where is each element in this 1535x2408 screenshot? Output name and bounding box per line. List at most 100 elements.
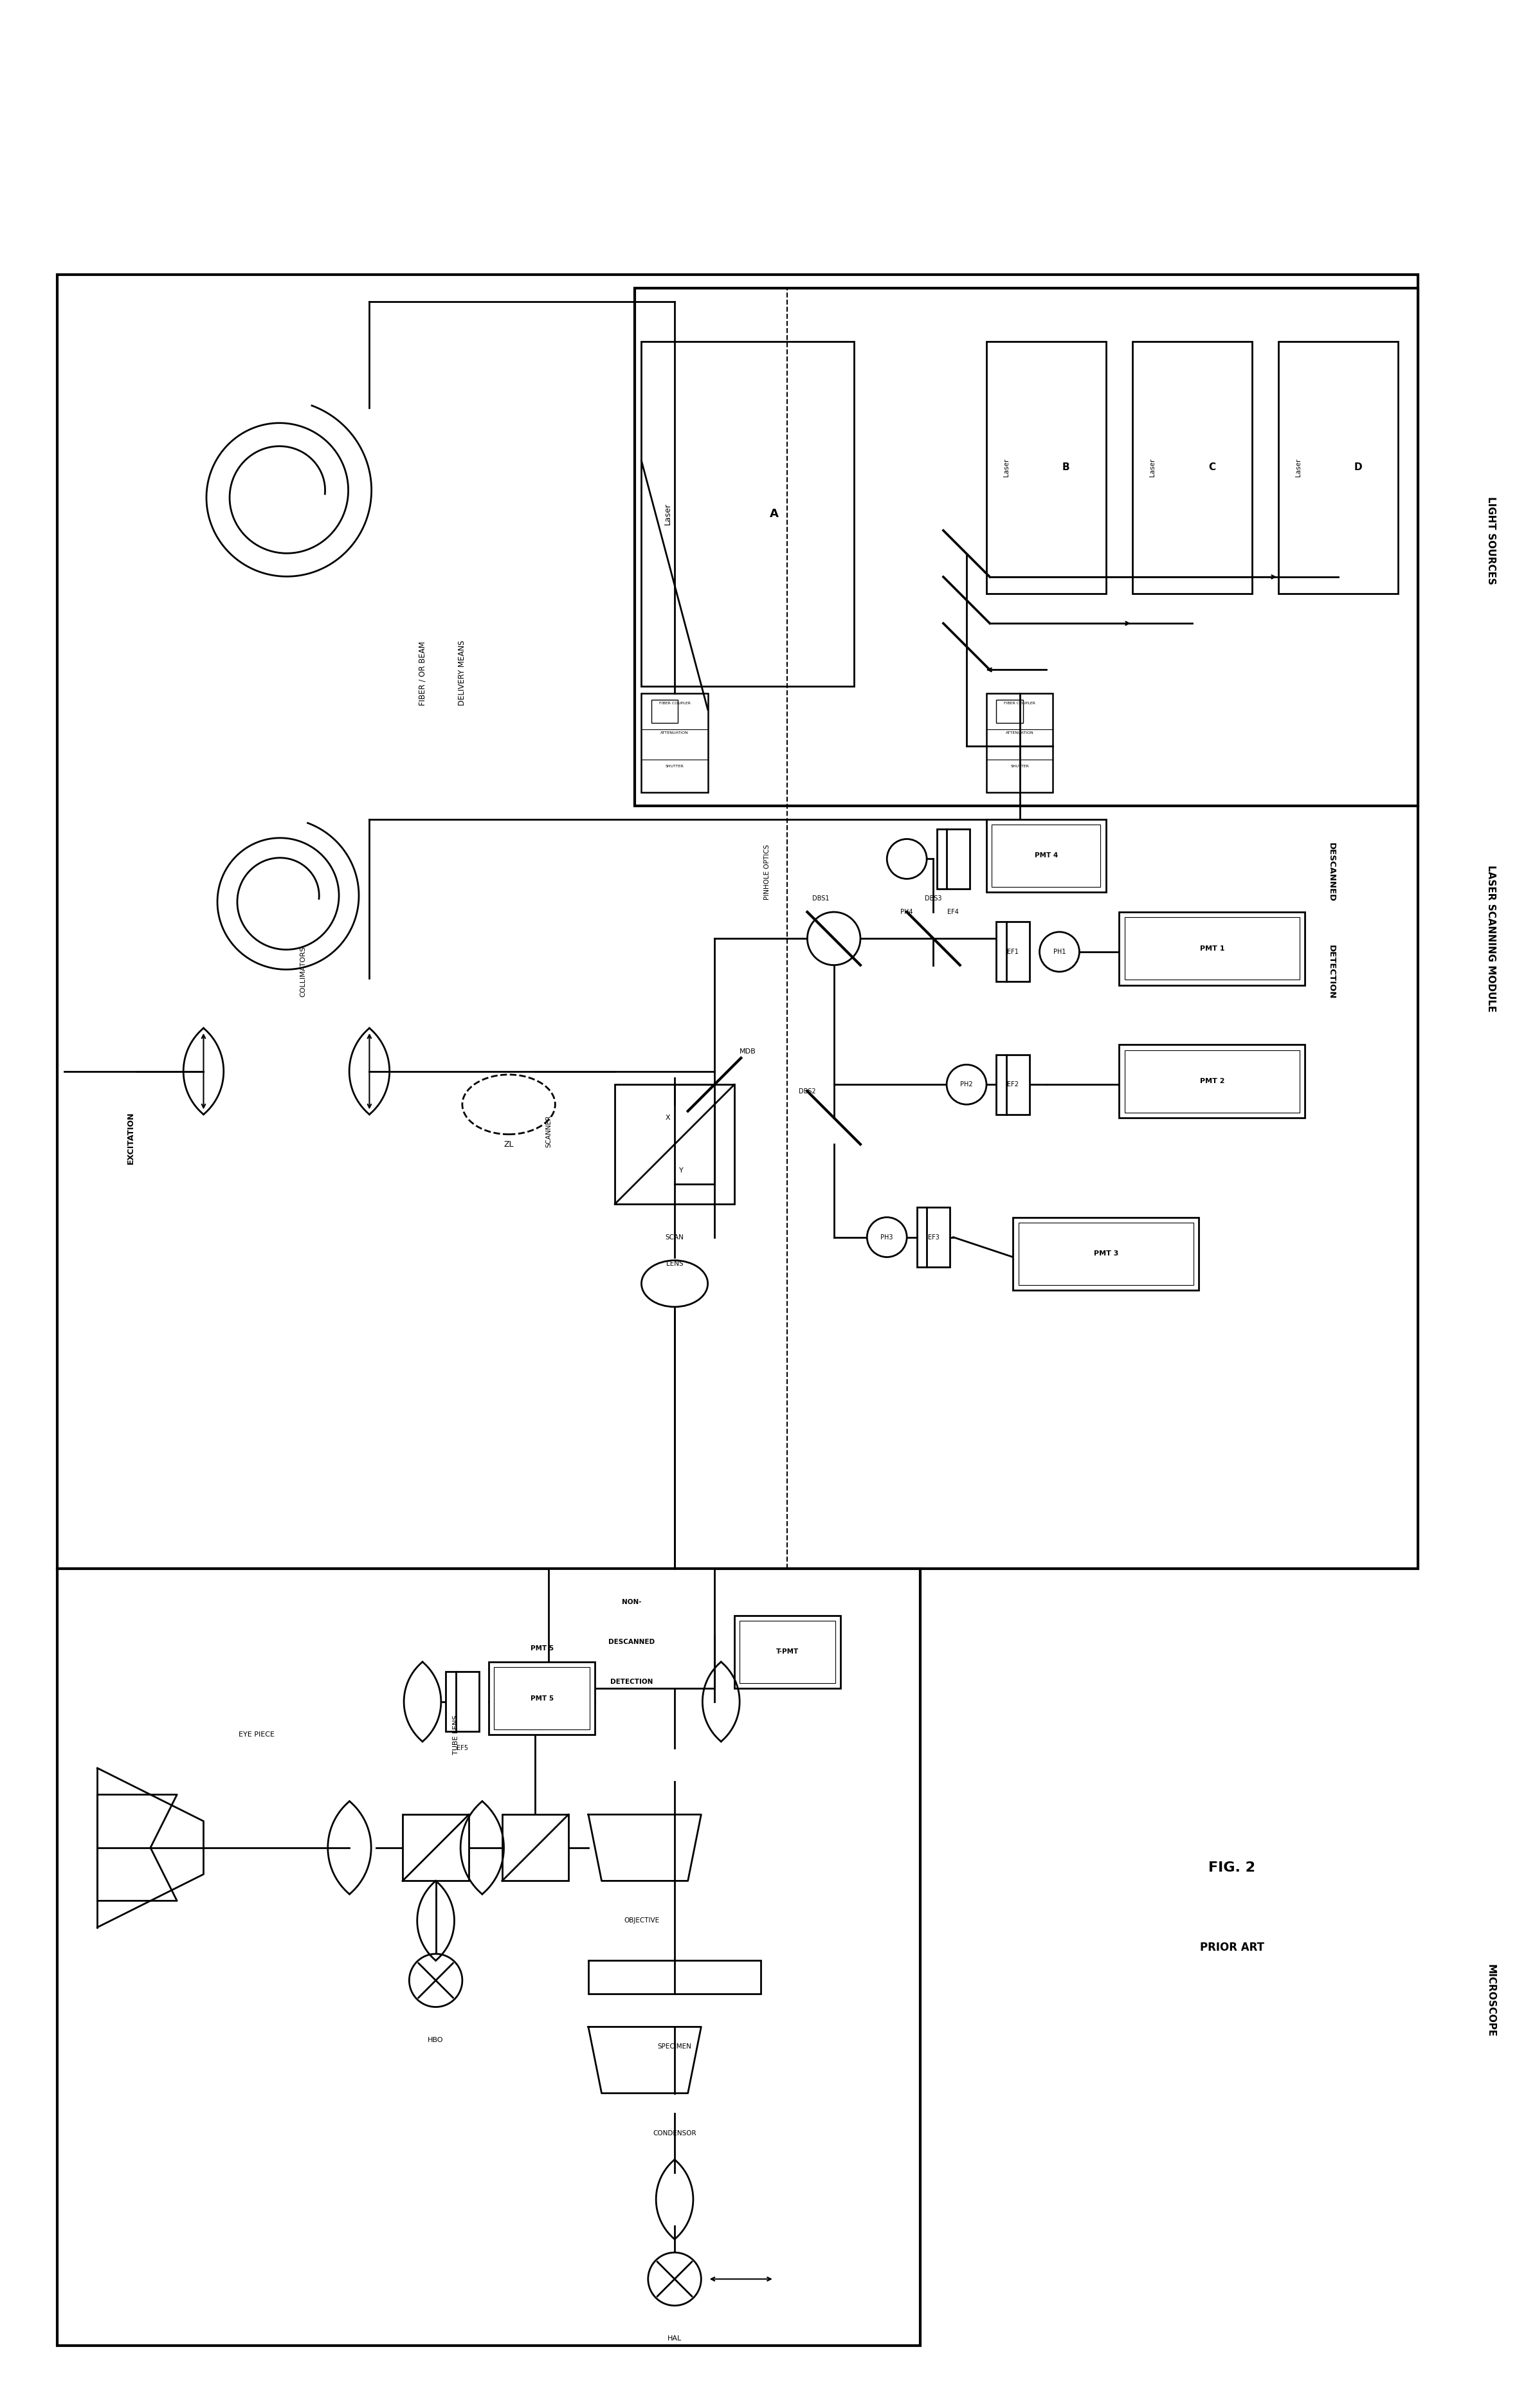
Circle shape — [1039, 932, 1079, 973]
Text: PH1: PH1 — [1053, 949, 1065, 956]
Bar — [987, 342, 1105, 592]
Text: FIBER COUPLER: FIBER COUPLER — [1004, 701, 1036, 706]
Text: PMT 2: PMT 2 — [1200, 1079, 1225, 1084]
Text: X: X — [666, 1115, 671, 1122]
Circle shape — [410, 1953, 462, 2006]
Text: COLLIMATORS: COLLIMATORS — [299, 946, 307, 997]
Text: Laser: Laser — [1150, 458, 1156, 477]
Text: LIGHT SOURCES: LIGHT SOURCES — [1486, 496, 1495, 585]
Text: EF3: EF3 — [927, 1233, 939, 1240]
Bar — [651, 701, 678, 722]
Bar — [987, 819, 1105, 891]
Text: CONDENSOR: CONDENSOR — [652, 2129, 697, 2136]
Text: PMT 1: PMT 1 — [1200, 946, 1225, 951]
Text: HBO: HBO — [428, 2037, 444, 2044]
Bar — [588, 1960, 761, 1994]
Bar — [1119, 913, 1305, 985]
Text: EF1: EF1 — [1007, 949, 1019, 956]
Bar — [996, 701, 1022, 722]
Bar — [740, 1621, 835, 1683]
Bar — [1279, 342, 1398, 592]
Text: ATTENUATION: ATTENUATION — [1005, 732, 1033, 734]
Text: DESCANNED: DESCANNED — [608, 1640, 654, 1645]
Text: ZL: ZL — [503, 1139, 514, 1149]
Text: PMT 5: PMT 5 — [530, 1695, 554, 1702]
Text: DESCANNED: DESCANNED — [1328, 843, 1335, 903]
Text: HAL: HAL — [668, 2336, 682, 2343]
Bar — [502, 1816, 568, 1881]
Text: Y: Y — [678, 1168, 683, 1173]
Bar — [1125, 917, 1300, 980]
Bar — [642, 342, 853, 686]
Circle shape — [887, 838, 927, 879]
Bar — [57, 275, 1418, 1570]
Text: DELIVERY MEANS: DELIVERY MEANS — [457, 641, 467, 706]
Text: EXCITATION: EXCITATION — [126, 1112, 135, 1163]
Text: C: C — [1208, 462, 1216, 472]
Bar — [996, 922, 1030, 982]
Text: SCAN: SCAN — [665, 1233, 685, 1240]
Text: FIBER / OR BEAM: FIBER / OR BEAM — [419, 641, 427, 706]
Bar — [992, 824, 1101, 886]
Bar — [548, 1570, 714, 1688]
Text: SHUTTER: SHUTTER — [665, 763, 685, 768]
Bar — [1119, 1045, 1305, 1117]
Bar — [996, 1055, 1030, 1115]
Text: SHUTTER: SHUTTER — [1010, 763, 1028, 768]
Text: PH2: PH2 — [961, 1081, 973, 1088]
Text: EF5: EF5 — [456, 1746, 468, 1751]
Text: PMT 5: PMT 5 — [530, 1645, 554, 1652]
Text: DETECTION: DETECTION — [1328, 944, 1335, 999]
Text: Laser: Laser — [1004, 458, 1010, 477]
Text: DBS1: DBS1 — [812, 896, 829, 903]
Text: FIG. 2: FIG. 2 — [1208, 1861, 1256, 1873]
Text: B: B — [1062, 462, 1070, 472]
Text: FIBER COUPLER: FIBER COUPLER — [659, 701, 691, 706]
Circle shape — [807, 913, 861, 966]
Bar — [402, 1816, 468, 1881]
Text: PH3: PH3 — [881, 1233, 893, 1240]
Polygon shape — [588, 2028, 701, 2093]
Bar — [1018, 1223, 1194, 1286]
Text: Laser: Laser — [663, 503, 672, 525]
Bar — [488, 1662, 596, 1734]
Text: EYE PIECE: EYE PIECE — [238, 1731, 275, 1739]
Text: PH4: PH4 — [901, 908, 913, 915]
Text: LASER SCANNING MODULE: LASER SCANNING MODULE — [1486, 864, 1495, 1011]
Text: ATTENUATION: ATTENUATION — [660, 732, 689, 734]
Bar — [57, 1570, 919, 2345]
Text: NON-: NON- — [622, 1599, 642, 1606]
Text: Laser: Laser — [1296, 458, 1302, 477]
Text: DBS3: DBS3 — [926, 896, 942, 903]
Circle shape — [648, 2251, 701, 2304]
Bar — [635, 289, 1418, 807]
Ellipse shape — [642, 1259, 708, 1308]
Text: SCANNER: SCANNER — [545, 1115, 551, 1146]
Bar — [642, 694, 708, 792]
Bar — [987, 694, 1053, 792]
Text: PRIOR ART: PRIOR ART — [1200, 1941, 1265, 1953]
Polygon shape — [588, 1816, 701, 1881]
Text: TUBE LENS: TUBE LENS — [453, 1714, 459, 1755]
Text: MDB: MDB — [740, 1047, 755, 1055]
Ellipse shape — [462, 1074, 556, 1134]
Circle shape — [867, 1218, 907, 1257]
Bar — [445, 1671, 479, 1731]
Text: MICROSCOPE: MICROSCOPE — [1486, 1965, 1495, 2037]
Bar — [1133, 342, 1253, 592]
Text: PMT 4: PMT 4 — [1035, 852, 1058, 860]
Bar — [734, 1616, 841, 1688]
Text: PINHOLE OPTICS: PINHOLE OPTICS — [764, 845, 771, 901]
Text: PMT 3: PMT 3 — [1093, 1250, 1117, 1257]
Text: LENS: LENS — [666, 1259, 683, 1267]
Text: DBS2: DBS2 — [798, 1088, 817, 1093]
Text: OBJECTIVE: OBJECTIVE — [623, 1917, 659, 1924]
Text: DETECTION: DETECTION — [609, 1678, 652, 1686]
Text: EF2: EF2 — [1007, 1081, 1019, 1088]
Bar — [616, 1084, 734, 1204]
Circle shape — [947, 1064, 987, 1105]
Bar — [1125, 1050, 1300, 1112]
Text: A: A — [769, 508, 778, 520]
Text: EF4: EF4 — [947, 908, 959, 915]
Bar — [494, 1666, 589, 1729]
